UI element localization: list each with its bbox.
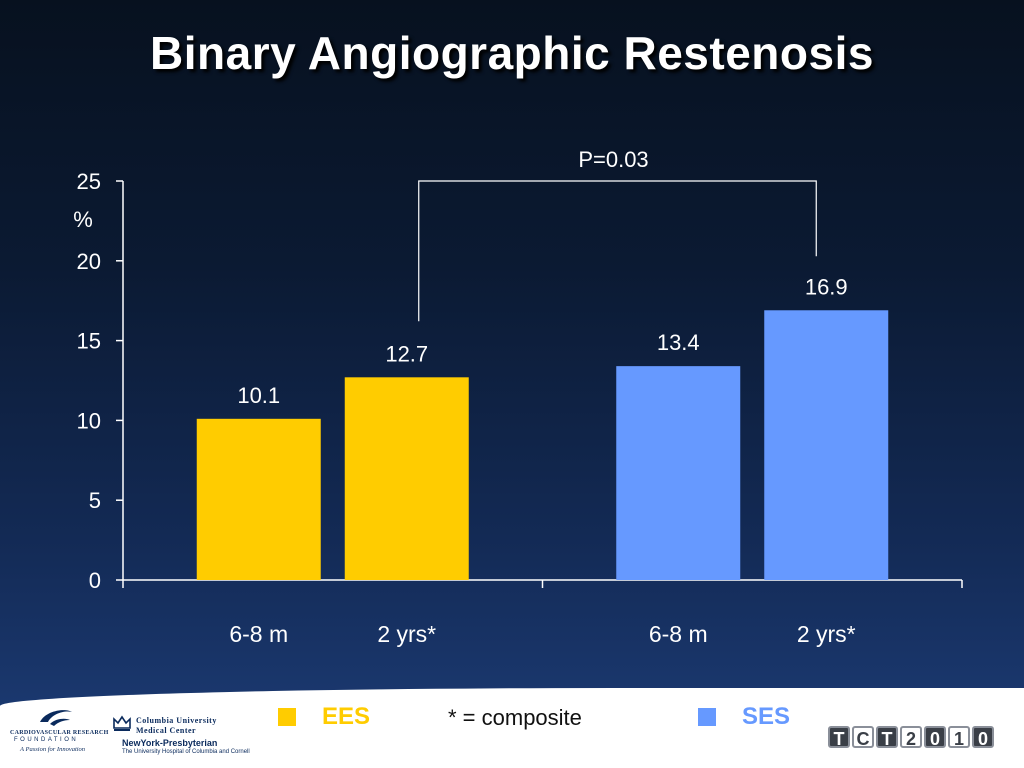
- data-label: 12.7: [385, 341, 428, 366]
- tct-logo-tile: 2: [900, 726, 922, 749]
- bar: [344, 377, 469, 580]
- category-label: 2 yrs*: [797, 621, 856, 647]
- tct-logo-tile: T: [876, 726, 898, 749]
- legend-item-ses: SES: [698, 702, 790, 732]
- slide-title: Binary Angiographic Restenosis: [150, 27, 874, 79]
- y-tick-label: 10: [77, 408, 101, 433]
- composite-note: * = composite: [448, 705, 582, 730]
- p-value-label: P=0.03: [578, 147, 648, 172]
- bar: [196, 418, 321, 580]
- bar: [616, 366, 741, 580]
- y-tick-label: 25: [77, 169, 101, 194]
- category-label: 6-8 m: [229, 621, 288, 647]
- tct-logo-tile: T: [828, 726, 850, 749]
- crf-logo: CARDIOVASCULAR RESEARCH FOUNDATION A Pas…: [10, 706, 108, 762]
- y-tick-label: 0: [89, 568, 101, 593]
- data-label: 10.1: [237, 383, 280, 408]
- tct-logo-tile: C: [852, 726, 874, 749]
- legend-label-ees: EES: [322, 703, 371, 730]
- bar-chart: 0 5 10 15 20 25% 10.1 6-8 m 12.7 2 yrs* 13.4 6-8 m 1…: [73, 147, 889, 647]
- significance-bracket: [418, 180, 817, 322]
- tct-logo-tile: 0: [924, 726, 946, 749]
- legend-swatch-ses: [698, 708, 716, 726]
- data-label: 16.9: [805, 274, 848, 299]
- y-tick-label: 15: [77, 329, 101, 354]
- legend-swatch-ees: [278, 708, 296, 726]
- y-axis-unit-label: %: [73, 207, 93, 232]
- bar: [764, 310, 889, 580]
- legend-item-ees: EES: [278, 702, 370, 732]
- columbia-nyp-logo: Columbia University Medical Center NewYo…: [112, 712, 302, 762]
- y-tick-label: 5: [89, 488, 101, 513]
- category-label: 2 yrs*: [377, 621, 436, 647]
- legend-label-ses: SES: [742, 703, 791, 730]
- category-label: 6-8 m: [649, 621, 708, 647]
- y-tick-label: 20: [77, 249, 101, 274]
- tct-logo-tile: 1: [948, 726, 970, 749]
- tct-logo-tile: 0: [972, 726, 994, 749]
- data-label: 13.4: [657, 330, 700, 355]
- crf-swirl-icon: [40, 710, 72, 726]
- crown-icon: [113, 715, 131, 731]
